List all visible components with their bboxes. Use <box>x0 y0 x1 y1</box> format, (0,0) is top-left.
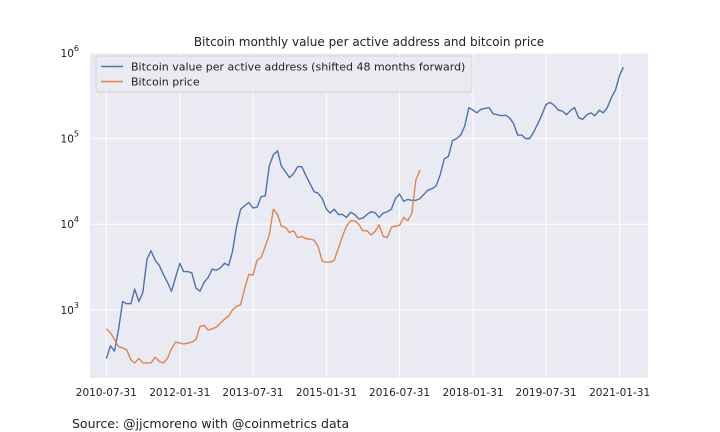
chart-title: Bitcoin monthly value per active address… <box>194 35 544 49</box>
grid-lines <box>90 52 648 378</box>
source-note: Source: @jjcmoreno with @coinmetrics dat… <box>72 416 350 431</box>
x-axis: 2010-07-31 2012-01-31 2013-07-31 2015-01-31… <box>76 387 650 399</box>
y-tick-label: 105 <box>61 130 79 146</box>
y-tick-label: 106 <box>61 44 79 60</box>
legend-entry: Bitcoin price <box>131 76 200 89</box>
x-tick-label: 2013-07-31 <box>222 387 283 399</box>
series-line-value-per-address <box>105 67 625 359</box>
x-tick-label: 2012-01-31 <box>149 387 210 399</box>
x-tick-label: 2016-07-31 <box>369 387 430 399</box>
x-tick-label: 2010-07-31 <box>76 387 137 399</box>
y-tick-label: 104 <box>61 215 79 231</box>
x-tick-label: 2019-07-31 <box>516 387 577 399</box>
legend: Bitcoin value per active address (shifte… <box>95 55 473 93</box>
x-tick-label: 2021-01-31 <box>589 387 650 399</box>
y-tick-label: 103 <box>61 301 79 317</box>
x-tick-label: 2018-01-31 <box>442 387 503 399</box>
legend-box <box>95 55 473 93</box>
plot-area <box>90 53 648 378</box>
y-axis: 103 104 105 106 <box>61 44 79 317</box>
series-layer <box>105 67 625 364</box>
legend-entry: Bitcoin value per active address (shifte… <box>131 61 465 74</box>
x-tick-label: 2015-01-31 <box>296 387 357 399</box>
series-line-bitcoin-price <box>105 169 421 364</box>
